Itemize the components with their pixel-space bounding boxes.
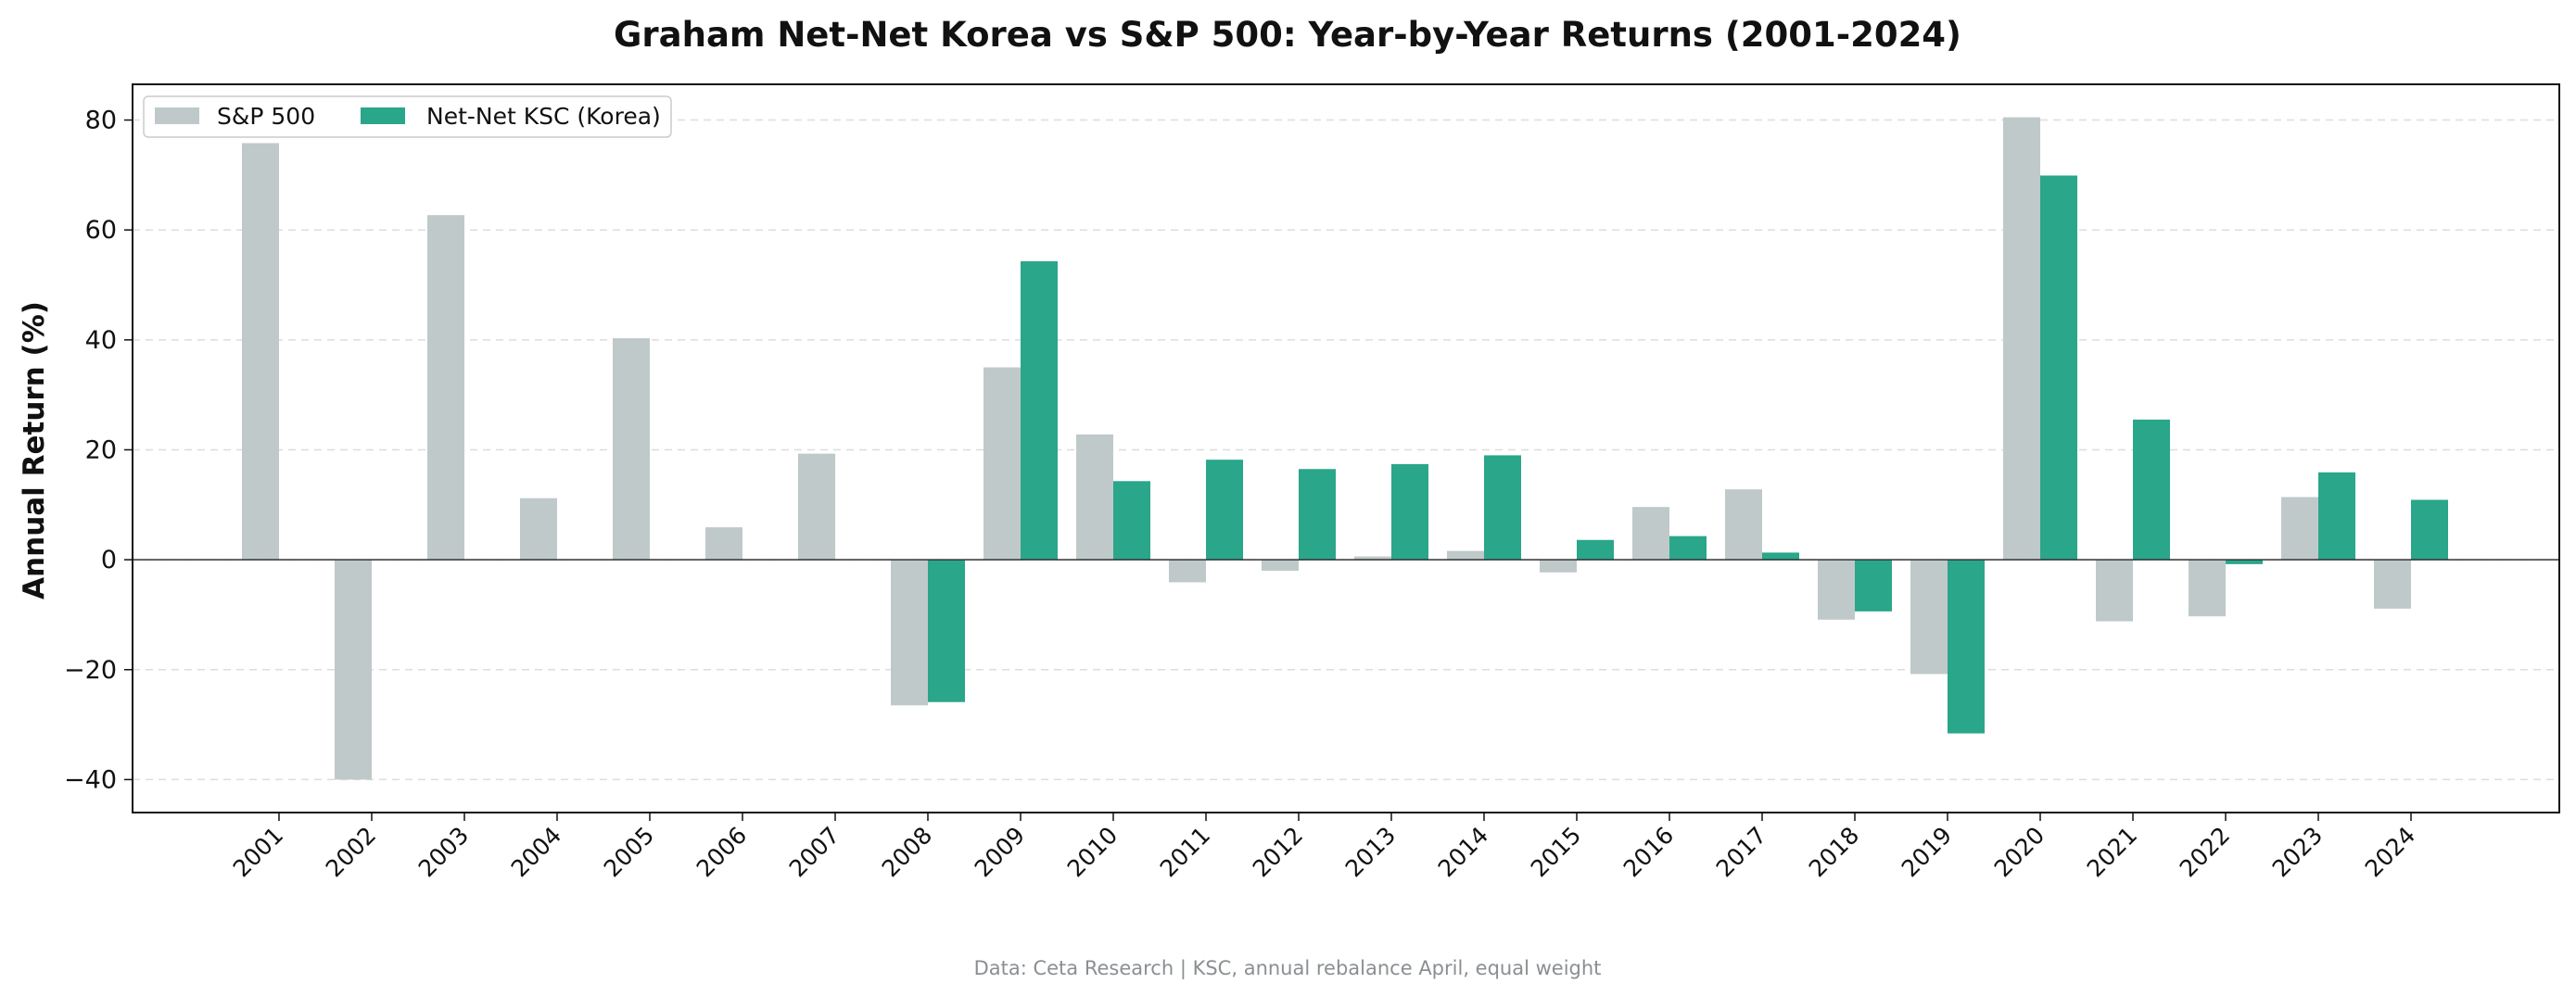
bar-sp500 <box>705 527 742 561</box>
bar-sp500 <box>983 367 1021 561</box>
x-tick-label: 2024 <box>2360 822 2420 882</box>
x-tick-label: 2008 <box>877 822 937 882</box>
bar-netnet-korea <box>2133 419 2170 561</box>
x-tick-label: 2002 <box>321 822 381 882</box>
bar-sp500 <box>520 498 557 561</box>
bar-netnet-korea <box>1762 552 1799 561</box>
bar-sp500 <box>2189 560 2226 617</box>
x-tick-label: 2020 <box>1989 822 2049 882</box>
legend-box <box>143 95 672 138</box>
x-tick-label: 2006 <box>692 822 752 882</box>
x-axis-ticks: 2001 2002 2003 2004 2005 2006 2007 2008 2009 2010… <box>228 813 2420 882</box>
y-tick-label: −20 <box>64 656 117 685</box>
bar-netnet-korea <box>2411 499 2448 561</box>
bar-sp500 <box>1354 556 1391 561</box>
y-tick-label: 40 <box>85 326 117 355</box>
bar-netnet-korea <box>1577 539 1614 561</box>
y-tick-label: 60 <box>85 216 117 245</box>
bar-netnet-korea <box>928 560 965 702</box>
bar-sp500 <box>1725 489 1762 561</box>
bar-sp500 <box>1447 550 1484 561</box>
x-tick-label: 2019 <box>1897 822 1957 882</box>
bar-sp500 <box>242 143 279 561</box>
y-tick-label: −40 <box>64 765 117 794</box>
legend-label-netnet-korea: Net-Net KSC (Korea) <box>426 103 661 130</box>
bar-sp500 <box>2003 117 2040 561</box>
bar-netnet-korea <box>1948 560 1985 734</box>
x-tick-label: 2014 <box>1433 822 1493 882</box>
gridlines <box>133 119 2559 781</box>
bar-netnet-korea <box>1391 463 1428 561</box>
source-note: Data: Ceta Research | KSC, annual rebala… <box>974 957 1602 980</box>
bar-sp500 <box>335 560 372 780</box>
bars <box>242 117 2448 780</box>
bar-sp500 <box>1076 434 1113 561</box>
x-tick-label: 2015 <box>1526 822 1586 882</box>
x-tick-label: 2018 <box>1804 822 1864 882</box>
bar-sp500 <box>1262 560 1299 571</box>
bar-netnet-korea <box>1669 536 1707 561</box>
bar-sp500 <box>798 453 835 561</box>
plot-frame <box>132 83 2560 813</box>
x-tick-label: 2003 <box>413 822 474 882</box>
x-tick-label: 2004 <box>506 822 566 882</box>
bar-netnet-korea <box>1855 560 1892 611</box>
bar-sp500 <box>613 338 650 561</box>
x-tick-label: 2017 <box>1711 822 1771 882</box>
bar-netnet-korea <box>2226 560 2263 564</box>
bar-sp500 <box>427 215 464 561</box>
x-tick-label: 2016 <box>1618 822 1679 882</box>
bar-netnet-korea <box>1113 481 1150 561</box>
bar-netnet-korea <box>2318 472 2355 561</box>
y-axis-ticks: −40 −20 0 20 40 60 80 <box>64 107 133 794</box>
x-tick-label: 2010 <box>1062 822 1123 882</box>
x-tick-label: 2005 <box>599 822 659 882</box>
x-tick-label: 2012 <box>1248 822 1308 882</box>
bar-netnet-korea <box>1021 261 1058 561</box>
legend-swatch-sp500 <box>155 107 199 124</box>
x-tick-label: 2001 <box>228 822 288 882</box>
bar-netnet-korea <box>2040 175 2077 561</box>
bar-sp500 <box>1632 507 1669 561</box>
x-tick-label: 2013 <box>1340 822 1401 882</box>
y-axis-label: Annual Return (%) <box>18 301 51 599</box>
bar-netnet-korea <box>1299 469 1336 561</box>
y-tick-label: 20 <box>85 435 117 464</box>
x-tick-label: 2009 <box>970 822 1030 882</box>
legend: S&P 500 Net-Net KSC (Korea) <box>143 95 672 138</box>
bar-sp500 <box>1540 560 1577 573</box>
bar-sp500 <box>891 560 928 706</box>
bar-netnet-korea <box>1206 460 1243 561</box>
x-tick-label: 2021 <box>2082 822 2142 882</box>
y-tick-label: 80 <box>85 107 117 135</box>
bar-sp500 <box>1169 560 1206 583</box>
bar-sp500 <box>2374 560 2411 609</box>
x-tick-label: 2022 <box>2175 822 2235 882</box>
chart-title: Graham Net-Net Korea vs S&P 500: Year-by… <box>614 15 1961 55</box>
bar-sp500 <box>2281 497 2318 561</box>
bar-sp500 <box>1818 560 1855 620</box>
x-tick-label: 2007 <box>784 822 844 882</box>
x-tick-label: 2023 <box>2267 822 2328 882</box>
x-tick-label: 2011 <box>1155 822 1215 882</box>
bar-netnet-korea <box>1484 455 1521 561</box>
y-tick-label: 0 <box>101 546 117 574</box>
bar-sp500 <box>2096 560 2133 622</box>
legend-label-sp500: S&P 500 <box>217 103 315 130</box>
legend-swatch-netnet-korea <box>361 107 405 124</box>
bar-sp500 <box>1910 560 1948 675</box>
